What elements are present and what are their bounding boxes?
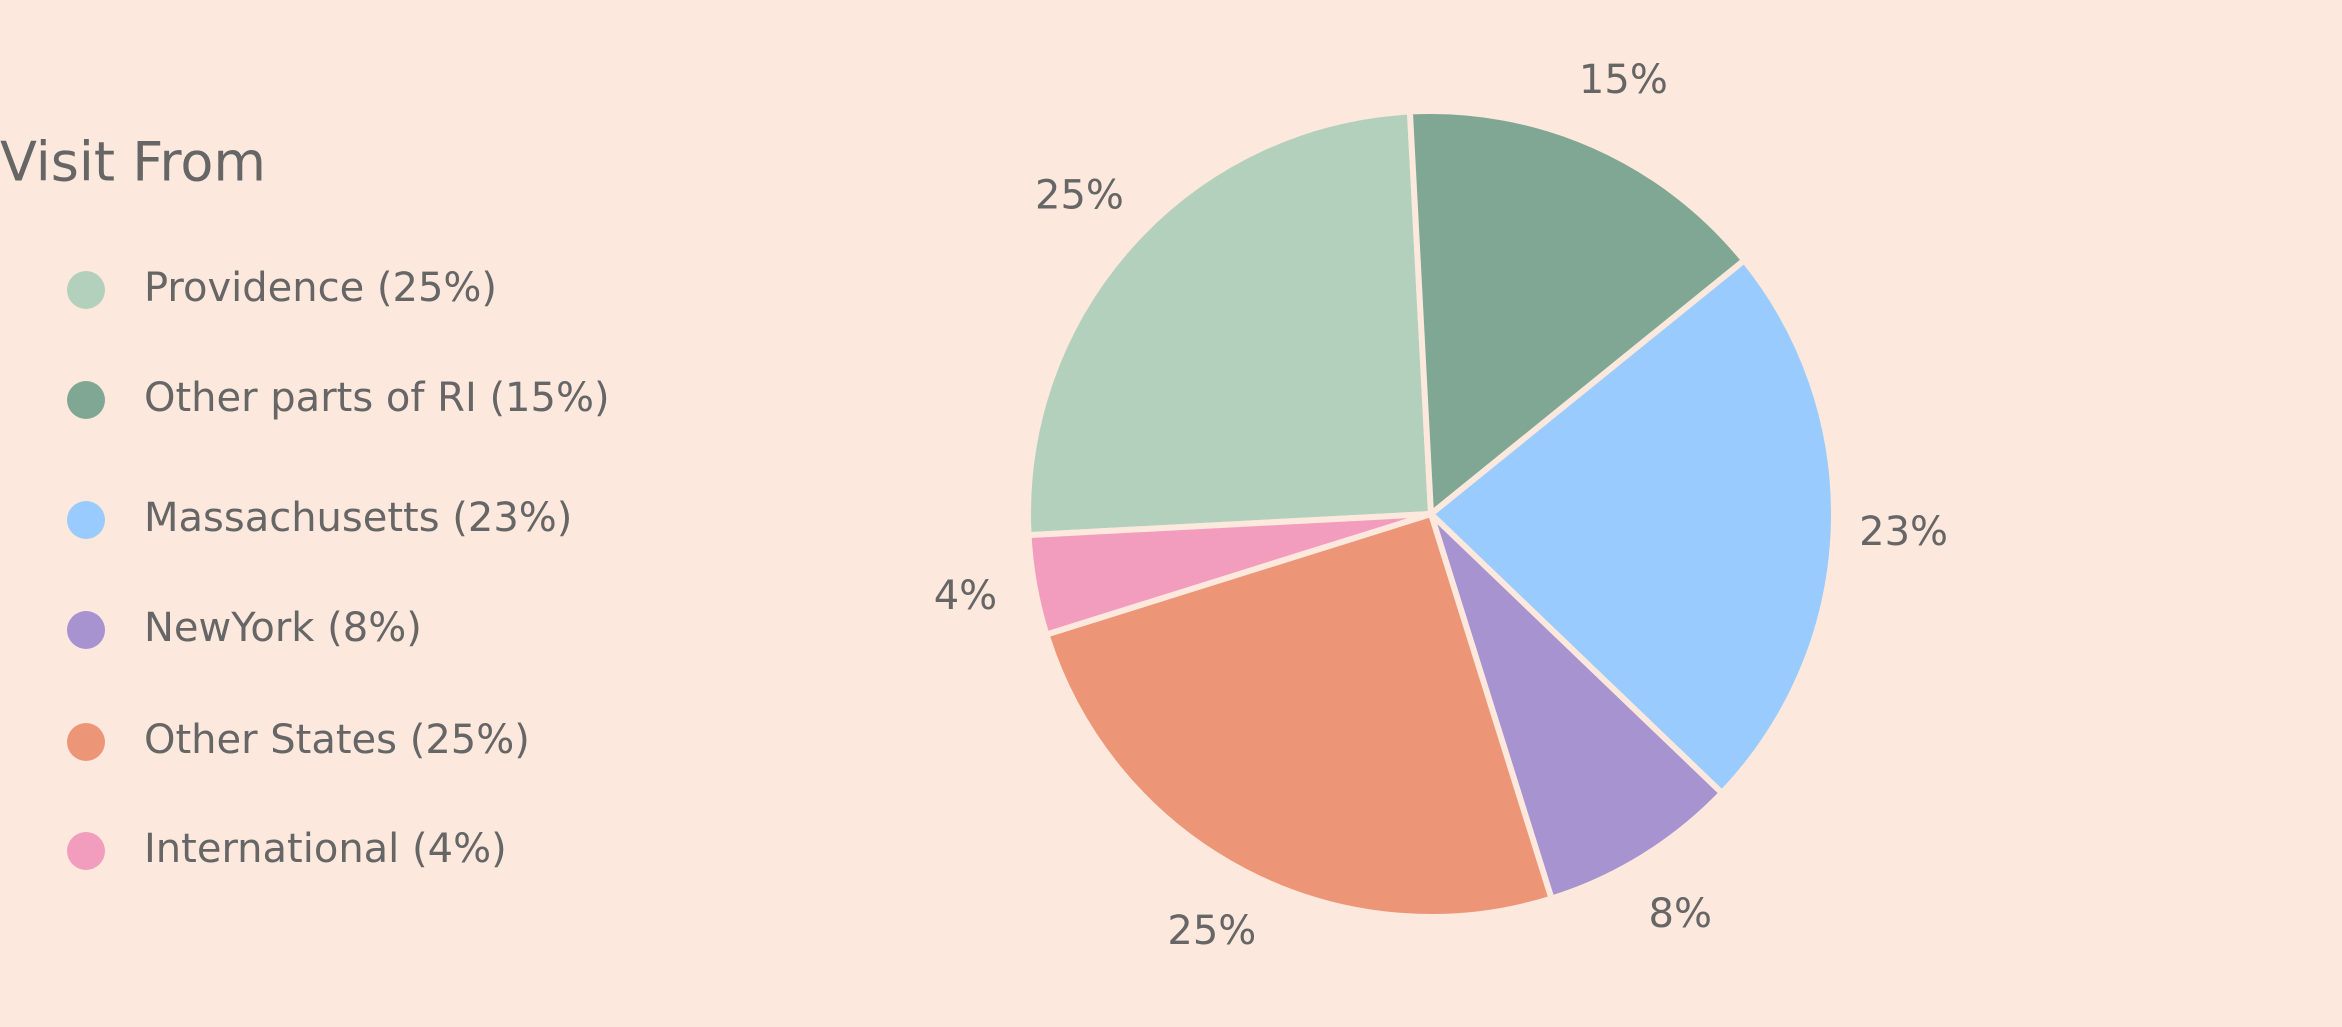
- pie-slice: [1025, 511, 1434, 638]
- legend-swatch: [67, 723, 105, 761]
- slice-label: 15%: [1579, 57, 1668, 103]
- legend-swatch: [67, 271, 105, 309]
- legend-label: Providence (25%): [144, 265, 497, 311]
- slice-label: 4%: [934, 573, 997, 619]
- legend-label: International (4%): [144, 826, 507, 872]
- pie-slice: [1025, 108, 1434, 539]
- slice-label: 25%: [1035, 173, 1124, 219]
- legend-swatch: [67, 501, 105, 539]
- legend-label: NewYork (8%): [144, 605, 422, 651]
- pie-slice: [1428, 511, 1725, 902]
- legend-label: Other parts of RI (15%): [144, 375, 610, 421]
- slice-label: 23%: [1859, 509, 1948, 555]
- pie-slice: [1406, 108, 1748, 517]
- chart-title: Visit From: [0, 131, 266, 194]
- legend-swatch: [67, 832, 105, 870]
- legend-label: Other States (25%): [144, 717, 530, 763]
- slice-label: 8%: [1649, 891, 1712, 937]
- legend-swatch: [67, 611, 105, 649]
- slice-label: 25%: [1167, 908, 1256, 954]
- legend-swatch: [67, 381, 105, 419]
- pie-slice: [1043, 511, 1555, 920]
- legend-label: Massachusetts (23%): [144, 495, 572, 541]
- pie-slice: [1428, 257, 1837, 796]
